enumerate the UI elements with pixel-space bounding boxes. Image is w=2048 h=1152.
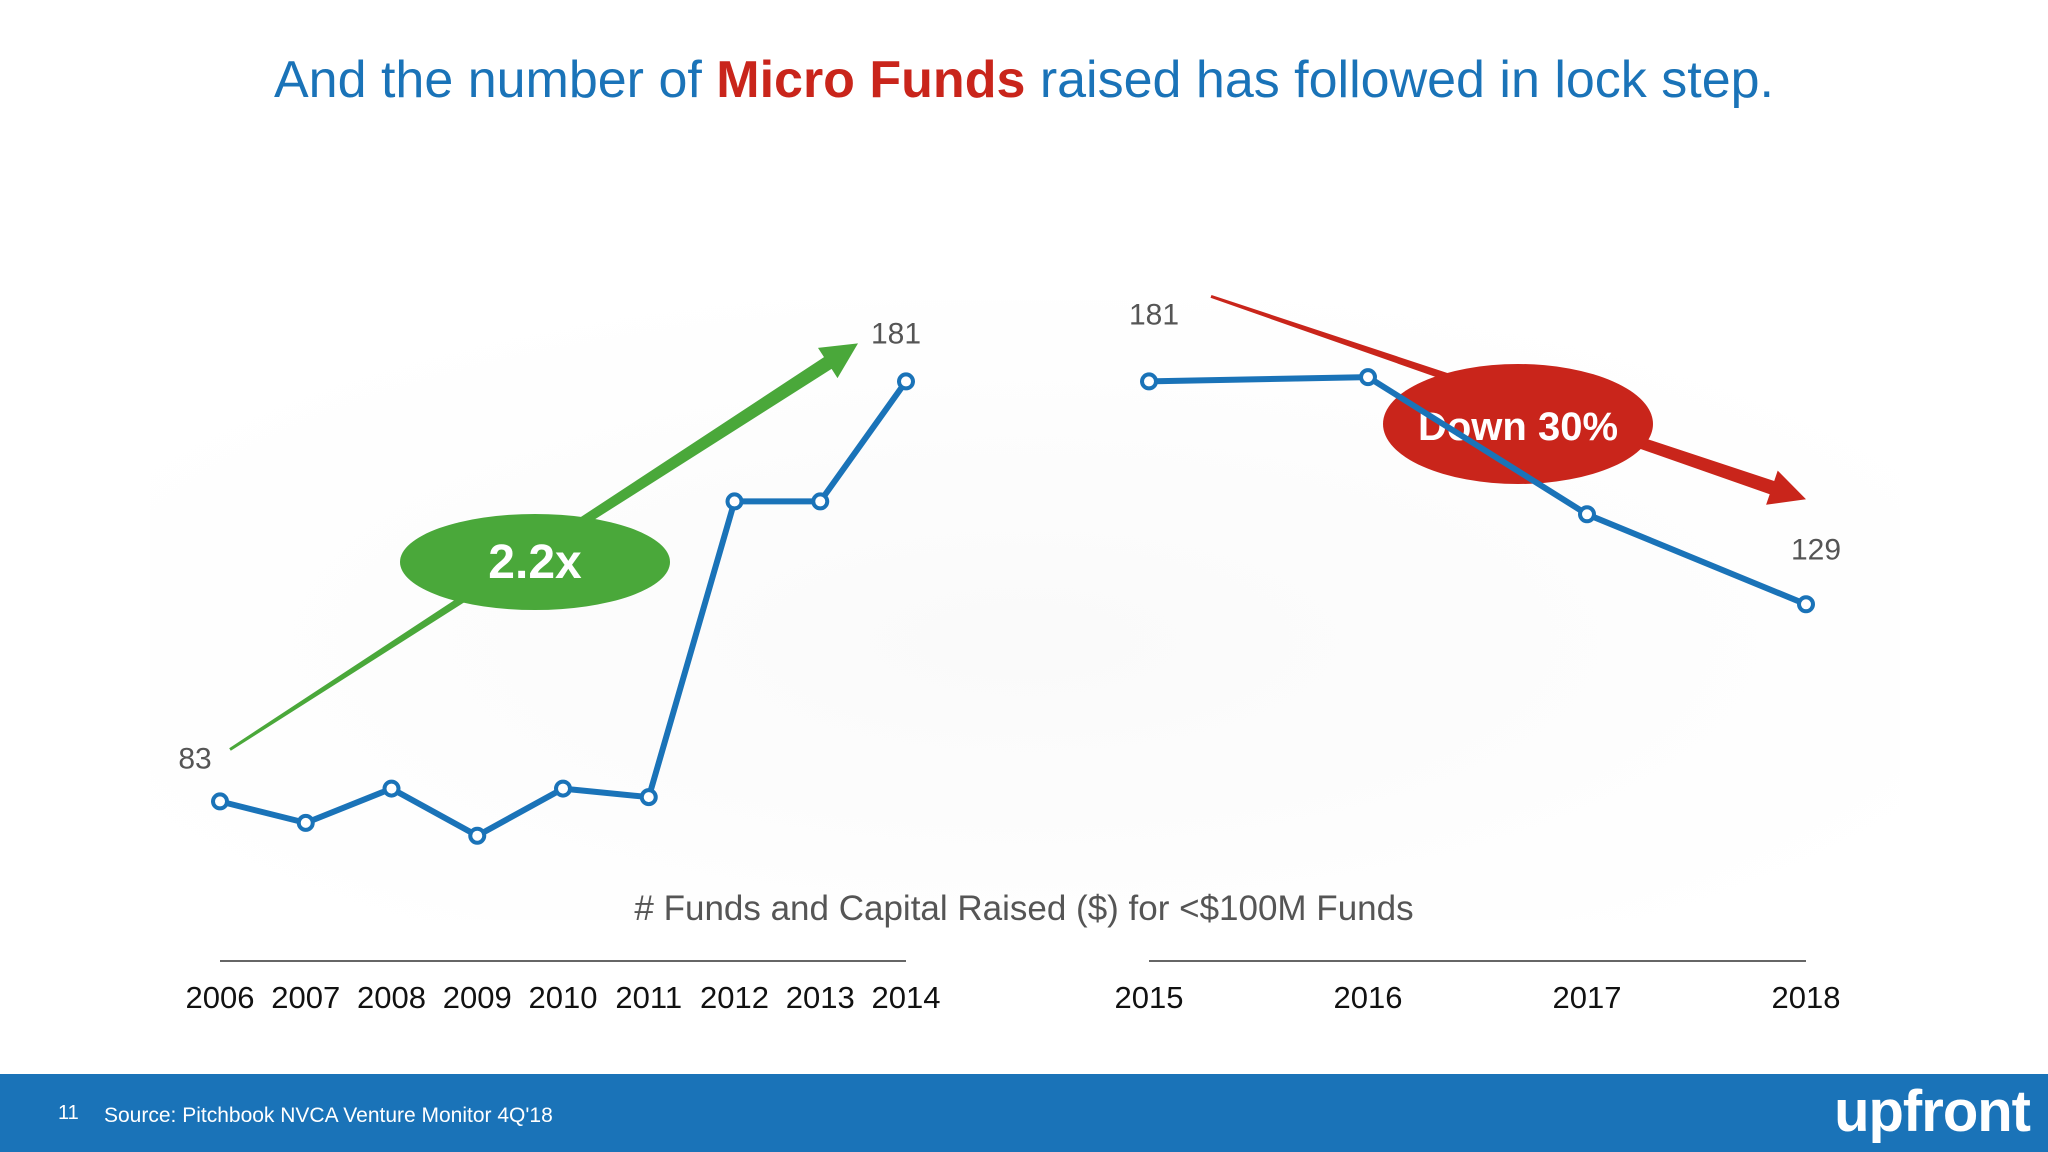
chart-caption: # Funds and Capital Raised ($) for <$100… <box>634 889 1413 928</box>
data-point-2012 <box>725 492 744 511</box>
data-point-2014 <box>897 372 915 391</box>
data-point-2009 <box>468 826 487 845</box>
data-label-2018: 129 <box>1791 533 1841 566</box>
tick-label-2017: 2017 <box>1553 980 1622 1015</box>
chart-background <box>150 300 1900 920</box>
plots: 2006 2007 2008 2009 2010 2011 2012 2013 2014 2.2x… <box>178 295 1841 1015</box>
left-trend-label: 2.2x <box>488 536 582 589</box>
tick-label-2007: 2007 <box>271 980 340 1015</box>
page-title: And the number of Micro Funds raised has… <box>0 50 2048 110</box>
data-point-2007 <box>296 813 315 832</box>
tick-label-2012: 2012 <box>700 980 769 1015</box>
tick-label-2009: 2009 <box>443 980 512 1015</box>
data-point-2008 <box>382 779 401 798</box>
tick-label-2008: 2008 <box>357 980 426 1015</box>
data-point-2013 <box>811 492 830 511</box>
page-number: 11 <box>58 1102 79 1124</box>
data-point-2017 <box>1578 505 1596 524</box>
tick-label-2018: 2018 <box>1772 980 1841 1015</box>
tick-label-2014: 2014 <box>872 980 941 1015</box>
data-label-2006: 83 <box>178 742 211 775</box>
data-point-2016 <box>1359 368 1377 387</box>
tick-label-2016: 2016 <box>1334 980 1403 1015</box>
data-point-2015 <box>1140 372 1158 391</box>
data-label-2014: 181 <box>871 317 921 350</box>
source-note: Source: Pitchbook NVCA Venture Monitor 4… <box>104 1104 553 1127</box>
tick-label-2011: 2011 <box>615 980 682 1015</box>
data-point-2010 <box>554 779 572 798</box>
title-prefix: And the number of <box>273 51 717 109</box>
left-plot: 2006 2007 2008 2009 2010 2011 2012 2013 2014 2.2x… <box>178 317 940 1015</box>
data-label-2015: 181 <box>1129 298 1179 331</box>
title-highlight: Micro Funds <box>716 51 1026 109</box>
footer-bar: 11 Source: Pitchbook NVCA Venture Monito… <box>0 1074 2048 1152</box>
right-series-line <box>1148 374 1808 608</box>
data-point-2018 <box>1797 595 1815 614</box>
tick-label-2010: 2010 <box>529 980 598 1015</box>
tick-label-2015: 2015 <box>1115 980 1184 1015</box>
data-point-2006 <box>211 792 229 811</box>
tick-label-2006: 2006 <box>186 980 255 1015</box>
left-trend-badge <box>400 514 670 610</box>
data-point-2011 <box>639 788 658 807</box>
brand-logo: upfront <box>1834 1079 2031 1144</box>
tick-label-2013: 2013 <box>786 980 855 1015</box>
right-trend-badge <box>1383 364 1653 484</box>
title-suffix: raised has followed in lock step. <box>1025 51 1774 109</box>
chart: 2006 2007 2008 2009 2010 2011 2012 2013 2014 2.2x… <box>150 295 1900 1015</box>
